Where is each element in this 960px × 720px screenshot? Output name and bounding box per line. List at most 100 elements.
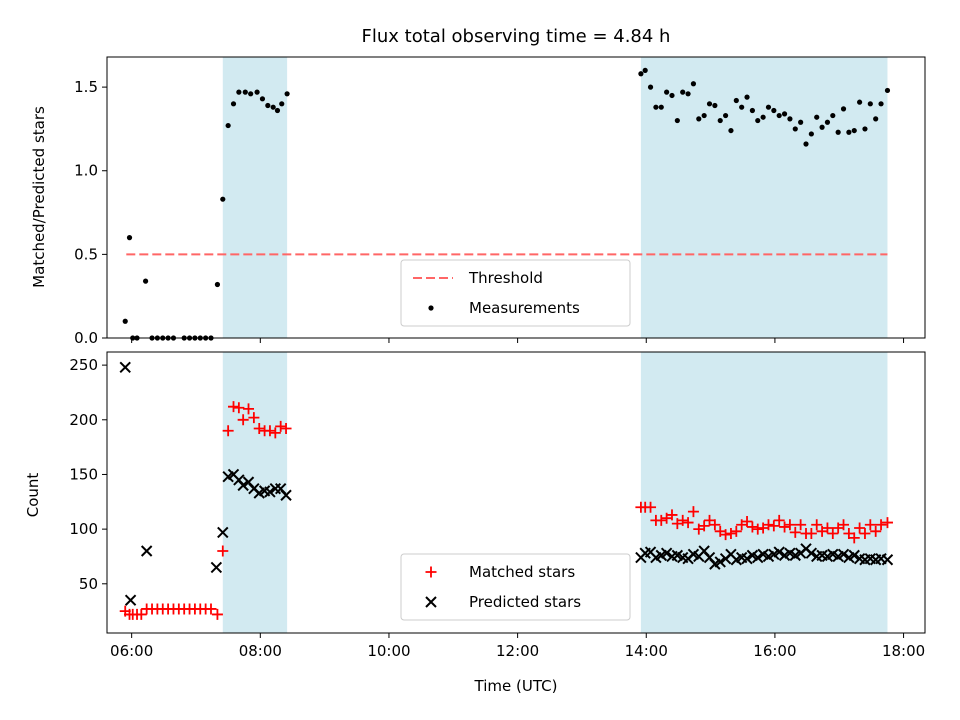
y-tick-label: 200	[69, 411, 98, 429]
bottom-panel-count-plot: 06:00 08:00 10:00 12:00 14:00 16:00 18:00 50 100…	[69, 351, 926, 660]
measurement-point	[122, 318, 128, 324]
measurement-point	[284, 91, 290, 97]
measurement-point	[722, 112, 729, 119]
matched-star-point	[280, 423, 292, 435]
matched-star-point	[811, 519, 823, 531]
measurement-point	[851, 127, 857, 134]
x-tick-label: 18:00	[882, 642, 925, 660]
measurement-point	[798, 119, 804, 125]
measurement-point	[803, 141, 809, 147]
measurement-point	[265, 102, 271, 109]
predicted-star-point	[741, 552, 753, 565]
measurement-point	[878, 101, 884, 107]
predicted-star-point	[773, 546, 785, 558]
measurement-point	[819, 124, 825, 130]
matched-star-point	[854, 522, 866, 534]
measurement-point	[254, 89, 260, 95]
legend-label: Matched stars	[469, 563, 575, 581]
measurement-point	[274, 107, 281, 114]
bottom-y-axis-label: Count	[24, 473, 42, 518]
measurement-point	[760, 114, 766, 120]
matched-star-point	[859, 528, 871, 540]
matched-star-point	[870, 525, 882, 537]
measurement-point	[658, 104, 664, 110]
measurement-point	[884, 87, 891, 94]
matched-star-point	[275, 420, 287, 432]
predicted-star-point	[124, 594, 137, 606]
measurement-point	[792, 126, 798, 132]
measurement-point	[225, 122, 231, 129]
measurement-point	[840, 106, 847, 112]
matched-star-point	[741, 515, 753, 527]
shaded-interval-2	[640, 57, 888, 338]
measurement-point	[824, 119, 831, 125]
matched-star-point	[795, 519, 807, 531]
measurement-point	[712, 102, 718, 109]
measurement-point	[749, 107, 755, 114]
x-tick-label: 14:00	[625, 642, 668, 660]
matched-star-point	[228, 401, 240, 413]
measurement-point	[248, 91, 254, 97]
legend-box	[400, 259, 631, 327]
matched-star-point	[773, 514, 785, 526]
y-tick-label: 100	[69, 520, 98, 538]
measurement-point	[126, 235, 133, 241]
matched-star-point	[655, 514, 667, 526]
matched-star-point	[838, 519, 850, 531]
matched-star-point	[848, 532, 860, 544]
measurement-point	[230, 101, 237, 107]
matched-star-point	[768, 520, 780, 532]
predicted-star-point	[140, 545, 153, 557]
legend-label: Measurements	[469, 299, 580, 317]
matched-star-point	[784, 519, 796, 531]
y-tick-label: 1.5	[74, 78, 98, 96]
predicted-star-point	[848, 549, 860, 562]
measurement-point	[647, 84, 654, 90]
matched-star-point	[248, 412, 260, 424]
measurement-point	[696, 116, 702, 122]
measurement-point	[638, 71, 644, 77]
measurement-point	[220, 196, 226, 202]
measurement-point	[846, 129, 852, 135]
measurement-point	[142, 278, 149, 284]
predicted-star-point	[237, 479, 249, 492]
top-panel-ratio-plot: 0.0 0.5 1.0 1.5 Threshold Measurements	[74, 56, 926, 347]
matched-star-point	[211, 608, 223, 620]
matched-star-point	[725, 528, 737, 540]
chart-title: Flux total observing time = 4.84 h	[362, 26, 671, 47]
measurement-point	[787, 116, 793, 122]
top-y-axis-label: Matched/Predicted stars	[30, 106, 48, 288]
x-tick-label: 06:00	[110, 642, 153, 660]
matched-star-point	[645, 501, 657, 513]
matched-star-point	[762, 519, 774, 531]
matched-star-point	[789, 526, 801, 538]
legend-predicted-swatch	[425, 596, 437, 608]
predicted-star-point	[280, 489, 292, 501]
matched-star-point	[205, 603, 217, 615]
matched-star-point	[233, 402, 245, 414]
predicted-star-point	[805, 547, 818, 559]
predicted-star-point	[217, 526, 229, 539]
matched-star-point	[752, 523, 764, 535]
measurement-point	[814, 114, 820, 120]
matched-star-point	[805, 528, 817, 540]
bottom-x-axis-label: Time (UTC)	[474, 677, 558, 695]
matched-star-point	[709, 519, 721, 531]
shaded-interval-2	[640, 352, 888, 633]
legend-label: Threshold	[468, 269, 543, 287]
measurement-point	[755, 117, 761, 124]
predicted-star-point	[119, 361, 131, 374]
y-tick-label: 0.5	[74, 245, 98, 263]
matched-star-point	[677, 514, 689, 526]
matched-star-point	[682, 517, 694, 529]
x-tick-label: 16:00	[753, 642, 796, 660]
measurement-point	[259, 96, 266, 102]
measurement-point	[685, 91, 691, 97]
measurement-point	[653, 104, 659, 110]
predicted-star-point	[714, 556, 726, 568]
matched-star-point	[217, 545, 229, 557]
matched-star-point	[698, 520, 710, 532]
measurement-point	[776, 112, 782, 119]
measurement-point	[674, 117, 680, 124]
